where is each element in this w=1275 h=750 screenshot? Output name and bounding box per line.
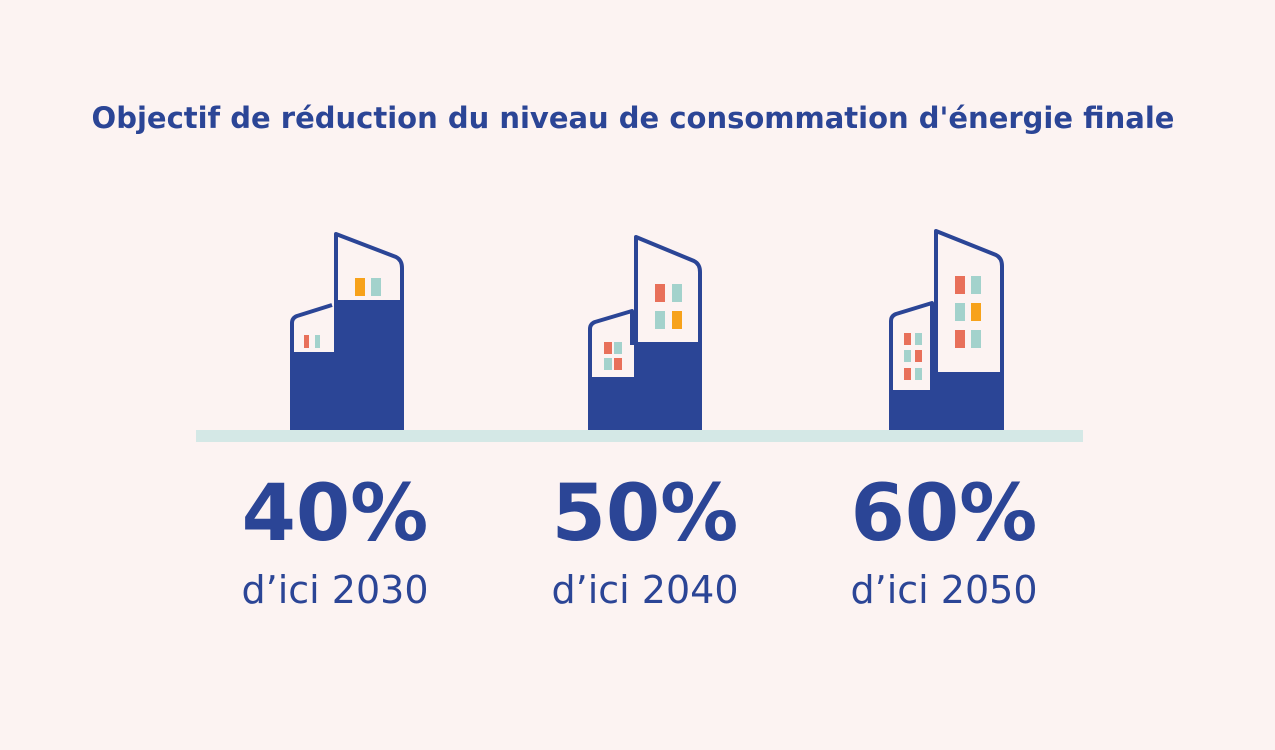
building-icon bbox=[889, 229, 1004, 430]
building-icon bbox=[290, 232, 404, 430]
percent: 50% bbox=[552, 469, 739, 559]
percent: 40% bbox=[242, 469, 429, 559]
year-label: d’ici 2040 bbox=[552, 568, 739, 612]
building-icon bbox=[588, 235, 702, 430]
year-label: d’ici 2050 bbox=[851, 568, 1038, 612]
year-label: d’ici 2030 bbox=[242, 568, 429, 612]
ground-line bbox=[196, 430, 1083, 442]
percent: 60% bbox=[851, 469, 1038, 559]
title: Objectif de réduction du niveau de conso… bbox=[92, 101, 1175, 135]
